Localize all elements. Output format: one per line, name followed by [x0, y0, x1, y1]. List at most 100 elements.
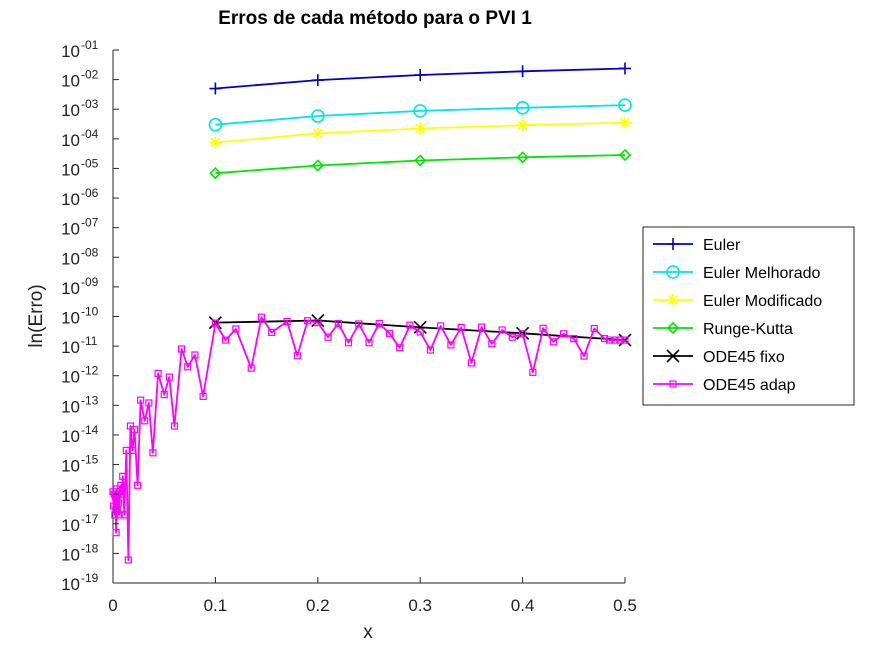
y-tick-exponent: -18 [81, 541, 99, 555]
y-tick-label: 10 [61, 368, 80, 387]
series-line [215, 104, 626, 126]
data-point [199, 392, 207, 401]
series-ode45-adap [109, 313, 629, 564]
data-point [145, 399, 153, 407]
legend-marker [666, 265, 680, 279]
x-tick-label: 0.3 [408, 596, 432, 615]
data-point [618, 98, 632, 112]
y-tick-label: 10 [61, 101, 80, 120]
data-point [498, 326, 506, 334]
data-point [160, 391, 168, 399]
data-point [209, 136, 222, 149]
legend: Euler Euler Melhorado Euler Modificado Rung… [642, 226, 855, 406]
legend-marker [667, 294, 679, 306]
data-point [124, 556, 132, 564]
axes [112, 50, 625, 584]
chart-title: Erros de cada método para o PVI 1 [218, 8, 532, 29]
data-point [232, 325, 240, 333]
y-tick-exponent: -04 [81, 127, 99, 141]
legend-item: Euler [653, 237, 741, 254]
y-tick-label: 10 [61, 457, 80, 476]
data-point [606, 336, 614, 344]
x-tick-label: 0.4 [511, 596, 535, 615]
data-point [257, 313, 266, 321]
data-point [211, 319, 219, 327]
data-point [310, 109, 325, 123]
y-tick-exponent: -11 [81, 334, 98, 348]
data-point [117, 481, 125, 489]
y-tick-label: 10 [61, 545, 80, 564]
legend-label: ODE45 fixo [703, 349, 785, 366]
data-point [414, 69, 427, 82]
data-point [437, 322, 445, 330]
data-point [414, 122, 427, 135]
x-tick-label: 0.2 [306, 596, 330, 615]
data-point [559, 330, 568, 338]
y-tick-exponent: -05 [81, 156, 99, 170]
legend-label: Euler Modificado [703, 293, 822, 310]
y-tick-exponent: -06 [81, 186, 99, 200]
data-point [600, 334, 609, 343]
legend-item: Euler Modificado [653, 293, 822, 310]
x-tick-label: 0 [108, 596, 117, 615]
data-point [120, 511, 128, 519]
y-tick-label: 10 [61, 575, 80, 594]
legend-label: ODE45 adap [703, 377, 796, 394]
data-point [154, 369, 162, 377]
y-tick-exponent: -01 [81, 38, 99, 52]
x-tick-label: 0.5 [613, 596, 637, 615]
series-euler-modificado [209, 116, 631, 149]
data-point [247, 364, 255, 372]
y-tick-exponent: -10 [81, 305, 99, 319]
series-runge-kutta [209, 148, 632, 180]
data-point [488, 340, 496, 348]
y-tick-exponent: -15 [81, 453, 99, 467]
y-tick-label: 10 [61, 220, 80, 239]
data-point [508, 333, 516, 341]
x-tick-label: 0.1 [204, 596, 228, 615]
y-tick-label: 10 [61, 338, 80, 357]
data-point [515, 100, 530, 115]
data-point [114, 499, 123, 507]
y-tick-exponent: -14 [81, 423, 99, 437]
data-point [618, 148, 632, 162]
y-tick-exponent: -13 [81, 393, 99, 407]
series-line [112, 316, 625, 561]
data-point [334, 319, 342, 328]
plot-area [109, 62, 632, 564]
legend-marker [669, 380, 677, 388]
data-point [149, 449, 157, 457]
y-tick-label: 10 [61, 249, 80, 268]
series-ode45-fixo [208, 313, 632, 347]
data-point [165, 373, 173, 381]
legend-item: Euler Melhorado [653, 265, 821, 282]
y-axis-label: ln(Erro) [26, 284, 47, 347]
y-tick-label: 10 [61, 427, 80, 446]
legend-box [642, 226, 855, 406]
data-point [447, 341, 455, 349]
data-point [413, 320, 427, 334]
data-point [133, 481, 142, 489]
data-point [126, 422, 135, 430]
data-point [619, 116, 631, 129]
data-point [529, 368, 537, 376]
legend-marker [666, 321, 680, 335]
data-point [426, 346, 435, 354]
data-point [375, 319, 383, 328]
data-point [178, 345, 186, 353]
y-tick-label: 10 [61, 42, 80, 61]
data-point [115, 511, 123, 519]
data-point [208, 117, 223, 132]
data-point [355, 320, 363, 328]
data-point [414, 154, 427, 167]
data-point [478, 323, 486, 331]
data-point [416, 328, 424, 336]
data-point [222, 336, 230, 344]
data-point [516, 119, 529, 132]
legend-item: Runge-Kutta [653, 321, 793, 338]
legend-label: Euler Melhorado [703, 265, 821, 282]
data-point [580, 352, 588, 360]
data-point [570, 334, 578, 343]
